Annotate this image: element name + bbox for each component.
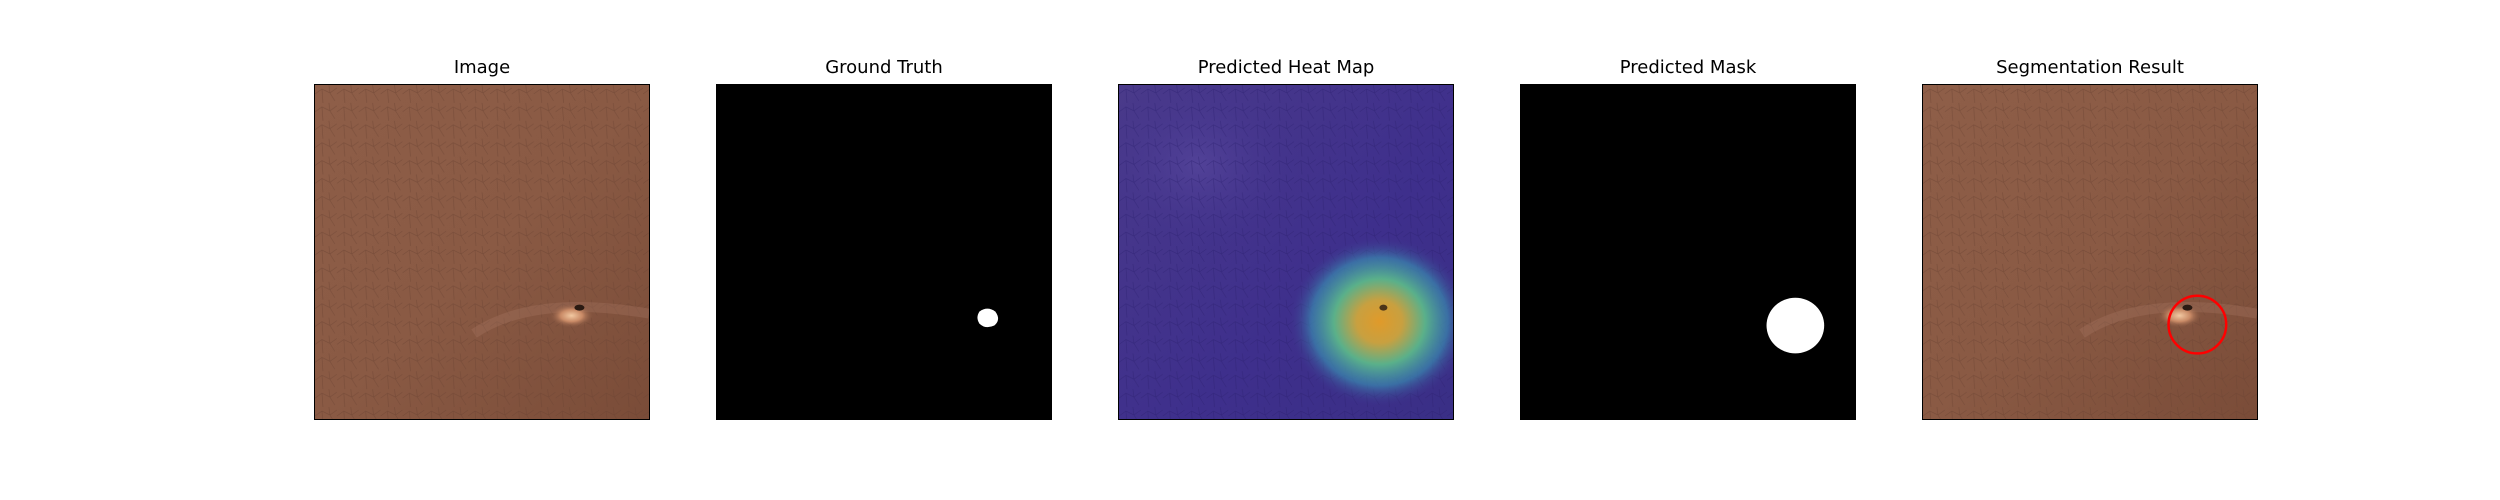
heat-map: [1119, 85, 1453, 419]
image-panel: [314, 84, 650, 420]
predicted-mask-panel: [1520, 84, 1856, 420]
panel-title-predicted-mask: Predicted Mask: [1619, 57, 1757, 78]
ground-truth-mask: [717, 85, 1051, 419]
panel-title-segmentation-result: Segmentation Result: [1996, 57, 2184, 78]
ground-truth-region: [977, 308, 999, 328]
segmentation-result-image: [1923, 85, 2257, 419]
heat-map-hotspot: [1288, 236, 1453, 408]
panel-title-ground-truth: Ground Truth: [825, 57, 943, 78]
panel-title-heat-map: Predicted Heat Map: [1197, 57, 1375, 78]
defect-spot: [549, 303, 594, 328]
segmentation-circle: [2167, 294, 2228, 355]
panel-title-image: Image: [453, 57, 511, 78]
ground-truth-panel: [716, 84, 1052, 420]
predicted-mask: [1521, 85, 1855, 419]
segmentation-result-panel: [1922, 84, 2258, 420]
predicted-mask-region: [1766, 297, 1825, 354]
leather-image: [315, 85, 649, 419]
heat-map-panel: [1118, 84, 1454, 420]
